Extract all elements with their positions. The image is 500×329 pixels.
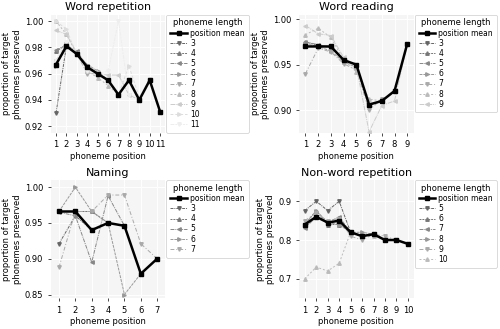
Y-axis label: proportion of target
phonemes preserved: proportion of target phonemes preserved [2, 29, 22, 118]
Y-axis label: proportion of target
phonemes preserved: proportion of target phonemes preserved [251, 29, 270, 118]
X-axis label: phoneme position: phoneme position [70, 317, 146, 326]
Legend: position mean, 3, 4, 5, 6, 7, 8, 9: position mean, 3, 4, 5, 6, 7, 8, 9 [415, 15, 497, 113]
Title: Naming: Naming [86, 168, 130, 178]
Y-axis label: proportion of target
phonemes preserved: proportion of target phonemes preserved [2, 194, 22, 284]
Legend: position mean, 3, 4, 5, 6, 7: position mean, 3, 4, 5, 6, 7 [166, 180, 248, 258]
Legend: position mean, 5, 6, 7, 8, 9, 10: position mean, 5, 6, 7, 8, 9, 10 [415, 180, 497, 268]
Title: Word repetition: Word repetition [65, 3, 151, 13]
X-axis label: phoneme position: phoneme position [70, 152, 146, 161]
X-axis label: phoneme position: phoneme position [318, 152, 394, 161]
X-axis label: phoneme position: phoneme position [318, 317, 394, 326]
Y-axis label: proportion of target
phonemes preserved: proportion of target phonemes preserved [256, 194, 276, 284]
Title: Non-word repetition: Non-word repetition [301, 168, 412, 178]
Legend: position mean, 3, 4, 5, 6, 7, 8, 9, 10, 11: position mean, 3, 4, 5, 6, 7, 8, 9, 10, … [166, 15, 248, 133]
Title: Word reading: Word reading [319, 3, 394, 13]
